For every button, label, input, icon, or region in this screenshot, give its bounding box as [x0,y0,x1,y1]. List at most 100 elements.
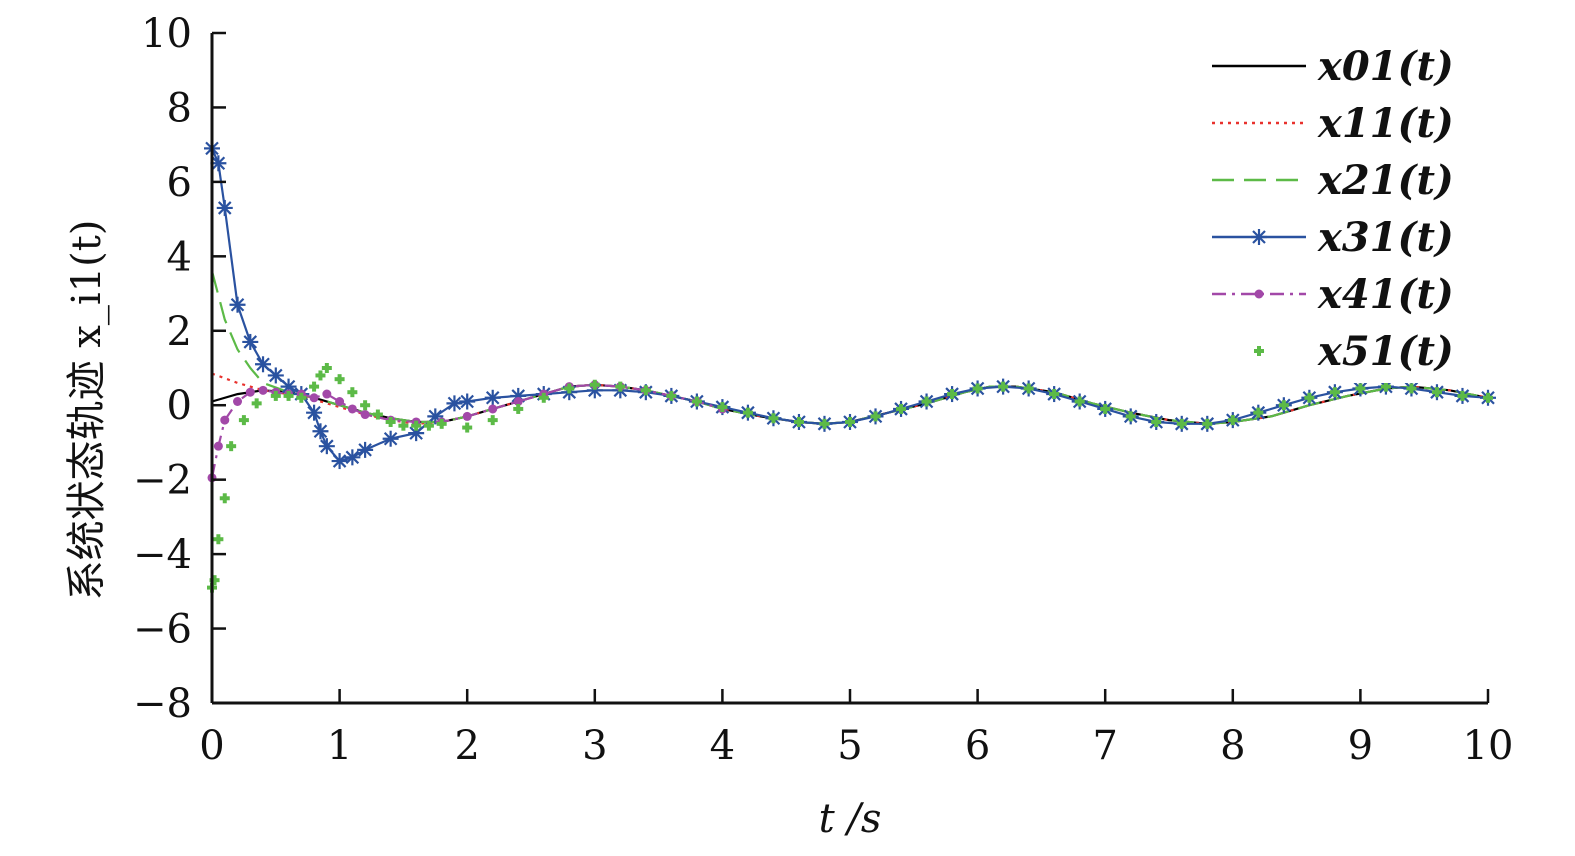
x-tick-label: 1 [327,723,352,769]
data-point [615,381,626,392]
legend-marker [1254,346,1264,356]
legend-item: x01(t) [1212,43,1454,90]
data-point [1074,396,1085,407]
legend-item: x31(t) [1212,214,1454,261]
data-point [216,199,233,216]
data-point [245,387,255,397]
legend-label: x01(t) [1317,43,1454,90]
x-tick-label: 7 [1092,723,1117,769]
data-point [258,385,268,395]
data-point [488,404,498,414]
data-point [1329,387,1340,398]
data-point [255,356,272,373]
data-point [1431,387,1442,398]
data-point [210,155,227,172]
series-5 [207,363,1493,593]
data-point [309,381,320,392]
data-point [459,393,476,410]
data-point [436,418,447,429]
data-point [427,408,444,425]
data-point [242,333,259,350]
data-point [691,396,702,407]
data-point [335,397,345,406]
y-tick-label: 4 [167,234,192,280]
data-point [896,403,907,414]
data-point [1227,415,1238,426]
data-point [347,404,357,414]
data-point [331,453,348,470]
data-point [306,404,323,421]
data-point [411,420,422,431]
data-point [462,411,472,421]
legend-label: x21(t) [1317,157,1454,204]
data-point [1406,383,1417,394]
data-point [1023,383,1034,394]
data-point [1253,407,1264,418]
legend-box [1195,28,1465,383]
data-point [251,398,262,409]
legend-item: x41(t) [1212,271,1454,318]
data-point [845,416,855,427]
series-line [210,383,723,479]
data-point [1457,390,1468,401]
data-point [372,409,383,420]
x-tick-label: 10 [1463,723,1514,769]
data-point [213,441,223,451]
data-point [238,415,249,426]
x-tick-label: 4 [710,723,735,769]
data-point [1151,416,1162,427]
data-point [213,534,224,545]
data-point [321,363,332,373]
data-point [998,381,1009,392]
data-point [344,449,361,466]
data-point [267,367,284,384]
data-point [360,410,370,420]
data-point [446,395,463,412]
data-point [229,296,246,313]
y-tick-label: 2 [167,309,192,355]
data-point [233,397,243,406]
data-point [270,390,281,401]
data-point [219,493,230,504]
y-tick-label: −2 [133,458,192,504]
legend-label: x51(t) [1317,328,1454,375]
data-point [921,396,932,407]
data-point [347,387,358,398]
data-point [484,389,501,406]
data-point [717,402,728,413]
x-tick-label: 8 [1220,723,1245,769]
data-point [589,379,600,390]
x-tick-label: 2 [454,723,479,769]
legend-marker [1251,229,1267,245]
legend-item: x11(t) [1212,100,1454,147]
data-point [768,413,779,424]
data-point [513,397,523,406]
data-point [819,418,830,429]
x-tick-label: 6 [965,723,990,769]
data-point [1304,392,1315,403]
data-point [793,416,804,427]
data-point [742,407,753,418]
x-tick-label: 9 [1348,723,1373,769]
legend: x01(t) x11(t) x21(t) x31(t) x41(t) x51(t) [1195,28,1465,383]
y-tick-label: 6 [167,160,192,206]
data-point [640,385,651,396]
legend-label: x31(t) [1317,214,1454,261]
y-tick-label: −4 [133,532,192,578]
data-point [1049,389,1060,400]
data-point [360,400,371,411]
x-axis-label: t /s [819,796,882,842]
data-point [322,389,332,399]
plot-series [204,140,1496,593]
data-point [487,415,498,426]
y-tick-label: −6 [133,607,192,653]
data-point [312,423,329,440]
data-point [564,383,575,394]
data-point [462,422,473,433]
data-point [1483,392,1493,403]
data-point [1202,418,1213,429]
data-point [318,438,335,455]
y-tick-label: 0 [167,383,192,429]
legend-item: x51(t) [1254,328,1454,375]
